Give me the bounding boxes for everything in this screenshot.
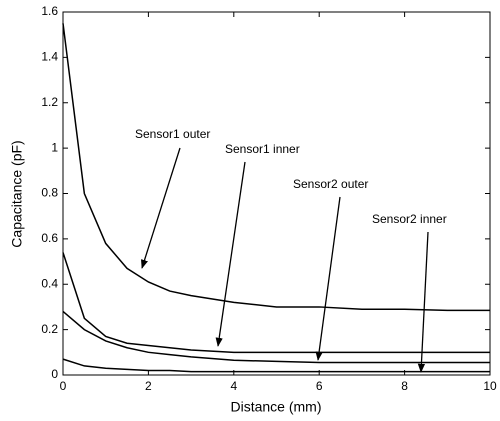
y-axis-label: Capacitance (pF) bbox=[9, 140, 25, 247]
annotation: Sensor1 outer bbox=[135, 127, 210, 141]
y-tick-label: 0.4 bbox=[41, 276, 58, 290]
x-tick-label: 0 bbox=[60, 379, 67, 393]
x-tick-label: 8 bbox=[401, 379, 408, 393]
y-tick-label: 1.6 bbox=[41, 4, 58, 18]
annotation-arrow bbox=[215, 161, 246, 347]
x-axis-label: Distance (mm) bbox=[230, 399, 321, 415]
annotation: Sensor2 inner bbox=[372, 212, 447, 226]
plot-frame bbox=[62, 11, 491, 376]
x-tick-label: 10 bbox=[483, 379, 497, 393]
y-tick-label: 0 bbox=[51, 367, 58, 381]
annotation: Sensor2 outer bbox=[293, 177, 368, 191]
annotation-arrow bbox=[417, 231, 429, 373]
series-line bbox=[62, 310, 490, 364]
y-tick-label: 1 bbox=[51, 140, 58, 154]
y-tick-label: 1.4 bbox=[41, 50, 58, 64]
y-tick-label: 0.8 bbox=[41, 186, 58, 200]
annotation: Sensor1 inner bbox=[225, 142, 300, 156]
y-tick-label: 0.2 bbox=[41, 322, 58, 336]
series-line bbox=[62, 252, 490, 354]
series-line bbox=[62, 23, 490, 312]
annotation-arrow bbox=[315, 196, 341, 361]
annotation-arrow bbox=[141, 147, 181, 269]
y-tick-label: 1.2 bbox=[41, 95, 58, 109]
x-tick-label: 4 bbox=[230, 379, 237, 393]
series-line bbox=[62, 358, 490, 373]
x-tick-label: 6 bbox=[316, 379, 323, 393]
y-tick-label: 0.6 bbox=[41, 231, 58, 245]
x-tick-label: 2 bbox=[145, 379, 152, 393]
